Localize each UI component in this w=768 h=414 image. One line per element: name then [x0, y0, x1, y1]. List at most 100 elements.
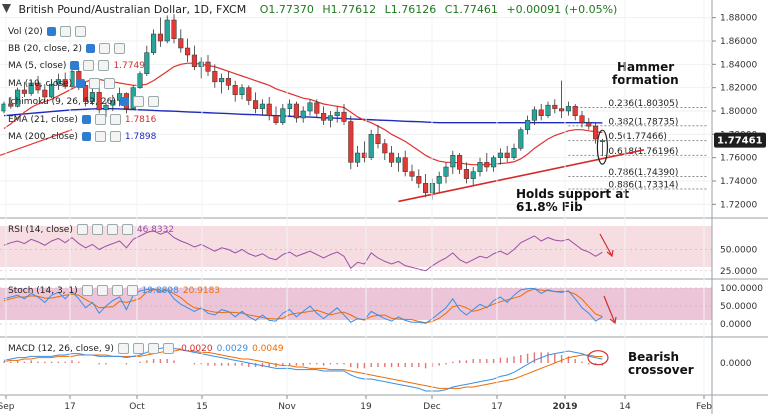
candle-body	[545, 104, 551, 116]
hammer-annotation-line2: formation	[612, 73, 679, 87]
candle-body	[314, 102, 320, 114]
legend-ma200[interactable]: MA (200, close) 1.7898	[8, 131, 156, 142]
visibility-icon[interactable]	[76, 224, 88, 235]
close-icon[interactable]	[74, 26, 86, 37]
candle-body	[110, 100, 116, 106]
collapse-icon[interactable]	[2, 4, 11, 13]
fib-label: 0.886(1.73314)	[608, 181, 678, 191]
settings-icon[interactable]	[59, 26, 71, 37]
ohlc-close: C1.77461	[444, 3, 498, 16]
close-icon[interactable]	[147, 96, 159, 107]
candle-body	[538, 109, 544, 116]
settings-icon[interactable]	[94, 131, 106, 142]
candle-body	[565, 106, 571, 112]
candle-body	[382, 143, 388, 154]
close-icon[interactable]	[104, 78, 116, 89]
rsi-arrow	[599, 233, 613, 257]
candle-body	[579, 115, 585, 123]
legend-ma5-label: MA (5, close)	[8, 60, 67, 71]
candle-body	[484, 162, 490, 168]
candle-body	[42, 89, 48, 98]
candle-body	[511, 148, 517, 158]
legend-vol[interactable]: Vol (20)	[8, 26, 86, 37]
candle-body	[198, 61, 204, 67]
stoch-tick-label: 0.0000	[720, 320, 752, 330]
legend-macd[interactable]: MACD (12, 26, close, 9) -0.0020 0.0029 0…	[8, 343, 284, 354]
legend-ichimoku[interactable]: Ichimoku (9, 26, 52, 26)	[8, 96, 159, 107]
settings-icon[interactable]	[89, 78, 101, 89]
time-tick-label: Dec	[423, 402, 440, 412]
candle-body	[457, 155, 463, 170]
candle-body	[470, 171, 476, 179]
more-icon[interactable]	[121, 224, 133, 235]
candle-body	[423, 183, 429, 193]
visibility-icon[interactable]	[86, 44, 96, 53]
candle-body	[287, 103, 293, 109]
legend-macd-label: MACD (12, 26, close, 9)	[8, 343, 114, 354]
more-icon[interactable]	[162, 343, 174, 354]
legend-ema21[interactable]: EMA (21, close) 1.7816	[8, 114, 156, 125]
legend-rsi[interactable]: RSI (14, close) 46.8332	[8, 224, 174, 235]
legend-ma10[interactable]: MA (10, close)	[8, 78, 116, 89]
candle-body	[219, 78, 225, 83]
legend-ema21-label: EMA (21, close)	[8, 114, 78, 125]
candle-body	[273, 115, 279, 123]
legend-bb[interactable]: BB (20, close, 2)	[8, 43, 126, 54]
candle-body	[293, 103, 299, 119]
candle-body	[157, 33, 163, 42]
candle-body	[232, 85, 238, 95]
macd-tick-label: 0.0000	[720, 359, 752, 369]
symbol-title[interactable]: British Pound/Australian Dollar, 1D, FXC…	[18, 3, 247, 16]
time-tick-label: 2019	[552, 402, 577, 412]
visibility-icon[interactable]	[81, 115, 91, 124]
visibility-icon[interactable]	[117, 343, 129, 354]
visibility-icon[interactable]	[70, 61, 80, 70]
ohlc-change: +0.00091 (+0.05%)	[506, 3, 618, 16]
candle-body	[225, 78, 231, 86]
settings-icon[interactable]	[83, 60, 95, 71]
settings-icon[interactable]	[94, 114, 106, 125]
settings-icon[interactable]	[132, 343, 144, 354]
ema-history-line	[0, 129, 73, 156]
fib-label: 0.618(1.76196)	[608, 147, 678, 157]
close-icon[interactable]	[111, 285, 123, 296]
candle-body	[178, 38, 184, 49]
legend-ma5-value: 1.7749	[113, 60, 145, 71]
close-icon[interactable]	[114, 43, 126, 54]
candle-body	[266, 103, 272, 116]
visibility-icon[interactable]	[81, 132, 91, 141]
legend-rsi-label: RSI (14, close)	[8, 224, 73, 235]
settings-icon[interactable]	[96, 285, 108, 296]
time-tick-label: 14	[619, 402, 631, 412]
price-tick-label: 1.82000	[720, 84, 757, 94]
close-icon[interactable]	[109, 131, 121, 142]
fib-label: 0.5(1.77466)	[608, 132, 667, 142]
current-price-label: 1.77461	[717, 136, 763, 147]
visibility-icon[interactable]	[81, 285, 93, 296]
candle-body	[525, 120, 531, 130]
fib-label: 0.382(1.78735)	[608, 117, 678, 127]
price-tick-label: 1.76000	[720, 154, 757, 164]
candle-body	[402, 157, 408, 172]
visibility-icon[interactable]	[76, 79, 86, 88]
legend-ma5[interactable]: MA (5, close) 1.7749	[8, 60, 145, 71]
more-icon[interactable]	[126, 285, 138, 296]
candle-body	[137, 73, 143, 88]
legend-macd-line: 0.0029	[216, 343, 249, 354]
close-icon[interactable]	[109, 114, 121, 125]
settings-icon[interactable]	[132, 96, 144, 107]
candle-body	[586, 122, 592, 127]
legend-stoch[interactable]: Stoch (14, 3, 1) 19.8898 20.9183	[8, 285, 220, 296]
close-icon[interactable]	[147, 343, 159, 354]
settings-icon[interactable]	[99, 43, 111, 54]
candle-body	[321, 113, 327, 121]
time-tick-label: Oct	[129, 402, 145, 412]
visibility-icon[interactable]	[119, 97, 129, 106]
hammer-circle	[596, 129, 609, 165]
visibility-icon[interactable]	[46, 27, 56, 36]
legend-vol-label: Vol (20)	[8, 26, 43, 37]
close-icon[interactable]	[98, 60, 110, 71]
close-icon[interactable]	[106, 224, 118, 235]
settings-icon[interactable]	[91, 224, 103, 235]
candle-body	[599, 140, 605, 142]
